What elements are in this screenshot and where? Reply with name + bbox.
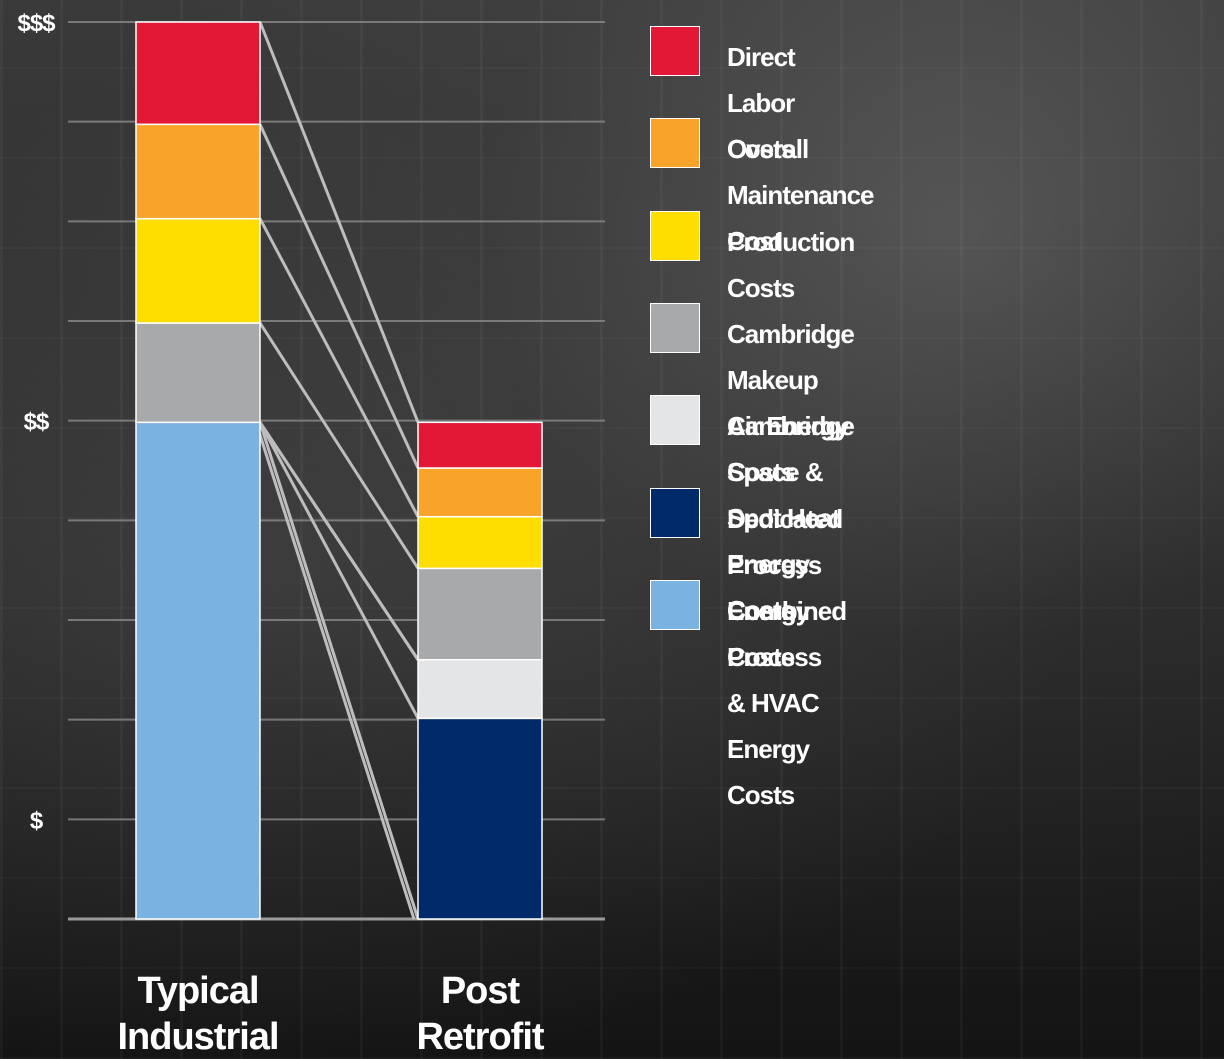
bar-segment <box>135 21 261 126</box>
connector-line <box>258 217 420 518</box>
legend-swatch <box>650 487 700 538</box>
bar-segment <box>135 421 261 920</box>
connector-line <box>254 421 416 920</box>
legend-swatch <box>650 579 700 630</box>
legend-swatch <box>650 395 700 446</box>
y-tick-label: $$ <box>24 409 50 436</box>
legend-swatch <box>650 118 700 169</box>
legend-label: Cambridge Space & Spot Heat Energy Costs <box>727 411 855 626</box>
legend-label: Production Costs <box>727 226 855 303</box>
connector-line <box>258 421 420 920</box>
legend-swatch <box>650 26 700 76</box>
y-tick-label: $$$ <box>17 10 56 37</box>
bar-segment <box>417 567 543 661</box>
bar-segment <box>135 123 261 220</box>
bar-segment <box>417 717 543 920</box>
legend-swatch <box>650 302 700 353</box>
bar-segment <box>135 217 261 324</box>
category-label: Typical Industrial <box>117 970 278 1058</box>
y-tick-label: $ <box>30 807 44 834</box>
legend-label: Overall Maintenance Cost <box>727 134 875 257</box>
legend-swatch <box>650 210 700 261</box>
bar-segment <box>417 421 543 469</box>
bar-segment <box>135 322 261 424</box>
bar-segment <box>417 515 543 570</box>
legend-label: Combined Process & HVAC Energy Costs <box>727 595 847 810</box>
connector-line <box>258 123 420 469</box>
bar-segment <box>417 467 543 518</box>
bar-segment <box>417 658 543 720</box>
legend-label: Direct Labor Costs <box>727 42 796 164</box>
connector-line <box>258 21 420 423</box>
connector-line <box>258 421 420 720</box>
legend-label: Cambridge Makeup Air Energy Costs <box>727 318 855 487</box>
connector-line <box>258 322 420 570</box>
category-label: Post Retrofit <box>416 970 544 1058</box>
legend-label: Dedicated Process Energy Costs <box>727 503 843 672</box>
connector-line <box>258 421 420 661</box>
